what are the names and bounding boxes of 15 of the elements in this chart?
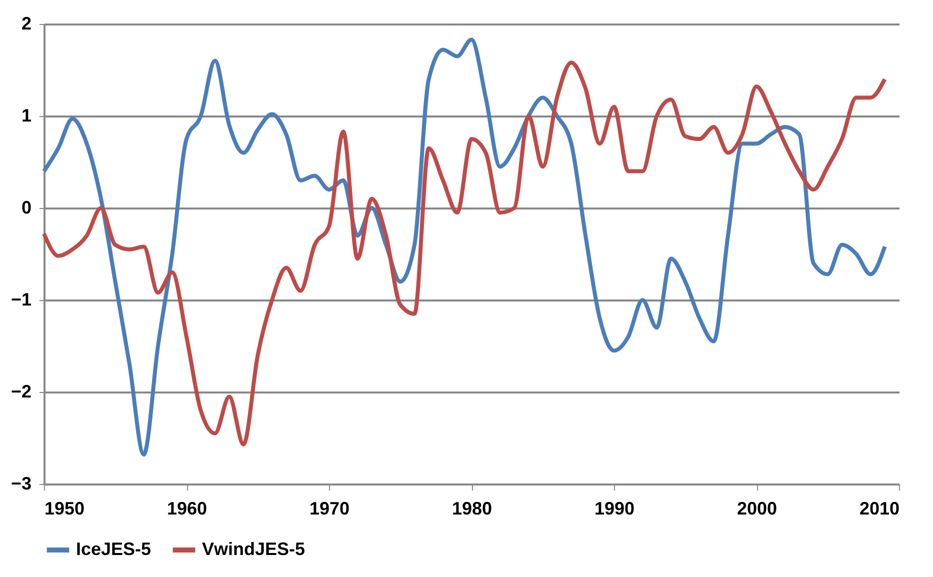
x-tick-label: 2000: [736, 498, 778, 518]
x-tick-label: 1980: [452, 498, 492, 518]
x-tick-label: 1950: [44, 498, 85, 518]
legend-label: VwindJES-5: [202, 539, 306, 559]
legend-label: IceJES-5: [76, 539, 152, 559]
y-tick-label: −3: [10, 474, 32, 494]
x-tick-label: 2010: [859, 498, 900, 518]
y-tick-label: 2: [21, 14, 32, 34]
x-tick-label: 1960: [166, 498, 208, 518]
y-tick-label: −1: [10, 290, 32, 310]
x-tick-label: 1970: [309, 498, 350, 518]
y-tick-label: 0: [21, 198, 32, 218]
y-tick-label: 1: [21, 106, 32, 126]
x-tick-label: 1990: [594, 498, 635, 518]
y-tick-label: −2: [10, 382, 32, 402]
